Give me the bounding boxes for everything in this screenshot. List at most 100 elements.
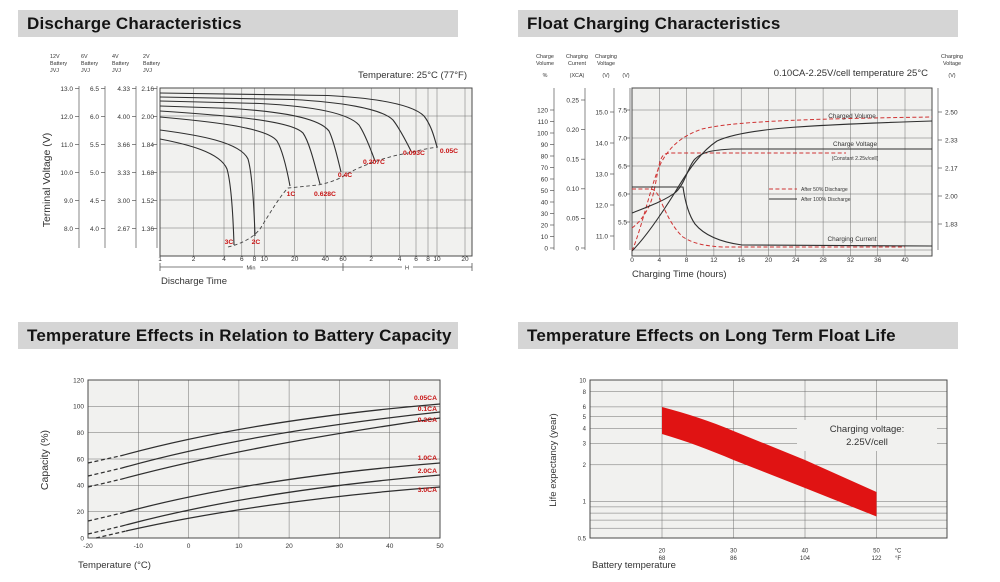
tick-label: 5.0 [90,170,99,177]
curve-label-0-093c: 0.093C [403,150,425,157]
tick-label: 4.33 [117,86,130,93]
curve-2-0ca-dashed [87,525,123,535]
curve-label-1-0ca: 1.0CA [418,455,437,462]
curve-label-0-05c: 0.05C [440,148,458,155]
tick-label: 20 [461,256,469,263]
curve-label-2-0ca: 2.0CA [418,468,437,475]
curve-label-0-2ca: 0.2CA [418,417,437,424]
tick-label: 6.0 [90,114,99,121]
y-axis-title: Terminal Voltage (V) [41,133,53,228]
tick-label: 4 [398,256,402,263]
tick-label: 9.0 [64,198,73,205]
annotation-line2: 2.25V/cell [846,437,888,448]
tick-label: 4 [222,256,226,263]
tick-label: 3.66 [117,142,130,149]
curve-label-3-0ca: 3.0CA [418,487,437,494]
tick-label: 60 [339,256,347,263]
x-unit-fahrenheit: °F [895,556,901,562]
y-axis-title: Capacity (%) [39,430,51,490]
tick-label: 0.15 [566,157,579,164]
tick-label: 10 [579,378,586,384]
tick-label: 110 [538,119,549,126]
y-axis-header-2v: 2V [143,54,150,60]
tick-label: 120 [537,107,548,114]
tick-label: 40 [802,548,809,554]
tick-label: 0 [80,535,84,542]
plot-area [632,88,932,256]
right-axis-header-charging: Charging [941,54,963,60]
curve-3-0ca-dashed [95,530,127,539]
curve-label-3c: 3C [225,239,234,246]
y-axis-header-12v-brand: JVJ [50,68,59,74]
tick-label: 15.0 [595,109,608,116]
tick-label: 36 [874,257,882,264]
section-title-temp-capacity: Temperature Effects in Relation to Batte… [18,322,458,349]
section-title-float-life: Temperature Effects on Long Term Float L… [518,322,958,349]
curve-charge-voltage-100pct [631,148,932,214]
tick-label: 20 [659,548,666,554]
tick-label: 1.83 [945,221,958,228]
curve-0-093c [159,96,412,152]
grid-lines [88,380,440,538]
tick-label: 0 [575,245,579,252]
tick-label: 50 [436,543,444,550]
tick-label: 12.0 [595,202,608,209]
tick-label: 100 [73,404,84,411]
float-charging-chart: Charged Volume Charge Voltage (Constant … [536,54,963,280]
tick-label: 0.5 [578,536,587,542]
tick-label: 40 [901,257,909,264]
tick-label: 1.36 [141,226,154,233]
y-axis-header-4v-battery: Battery [112,61,129,67]
life-expectancy-band [662,407,877,517]
curve-0-2ca-dashed [87,478,123,488]
tick-label: 50 [541,188,549,195]
tick-label: 12.0 [60,114,73,121]
curve-charged-volume-100pct [631,120,933,252]
tick-label: 10 [433,256,441,263]
tick-label: 1.52 [141,198,154,205]
curve-3-0ca [125,486,441,532]
curve-label-0-1ca: 0.1CA [418,406,437,413]
tick-label: 60 [541,176,549,183]
curve-charging-current-100pct [632,186,933,247]
plot-label-charged-volume: Charged Volume [828,113,876,120]
tick-label: 86 [730,556,737,562]
tick-label: 1 [158,256,162,263]
section-title-float-charging: Float Charging Characteristics [518,10,958,37]
tick-label: 3 [583,442,587,448]
tick-label: 6 [240,256,244,263]
tick-label: 0.05 [566,216,579,223]
x-axis-title: Discharge Time [161,276,227,287]
y-axis-header-12v: 12V [50,54,60,60]
y-axis-header-4v: 4V [112,54,119,60]
plot-label-charging-current: Charging Current [827,236,876,243]
y-axis-header-6v-brand: JVJ [81,68,90,74]
tick-label: 2.16 [141,86,154,93]
tick-label: 3.33 [117,170,130,177]
tick-label: 6.0 [618,191,627,198]
tick-label: 0 [544,245,548,252]
tick-label: 4 [657,257,661,264]
tick-label: 100 [537,130,548,137]
tick-label: 8 [426,256,430,263]
curve-label-1c: 1C [287,191,296,198]
y-axis-header-6v: 6V [81,54,88,60]
tick-label: 2.00 [945,193,958,200]
tick-label: 80 [77,430,85,437]
curve-1c [159,116,291,187]
axis-unit-v2: (V) [622,73,629,79]
tick-label: 8.0 [64,226,73,233]
tick-label: 2 [369,256,373,263]
tick-label: 4 [583,427,587,433]
axis-header-current: Current [568,61,586,67]
curve-0-1ca-dashed [87,467,123,477]
tick-label: 60 [77,456,85,463]
tick-label: 40 [322,256,330,263]
tick-label: 32 [847,257,855,264]
curve-1-0ca [121,462,441,514]
curve-charge-voltage-50pct [631,152,846,229]
tick-label: 5.5 [618,219,627,226]
grid-lines [160,88,472,256]
tick-label: 20 [291,256,299,263]
